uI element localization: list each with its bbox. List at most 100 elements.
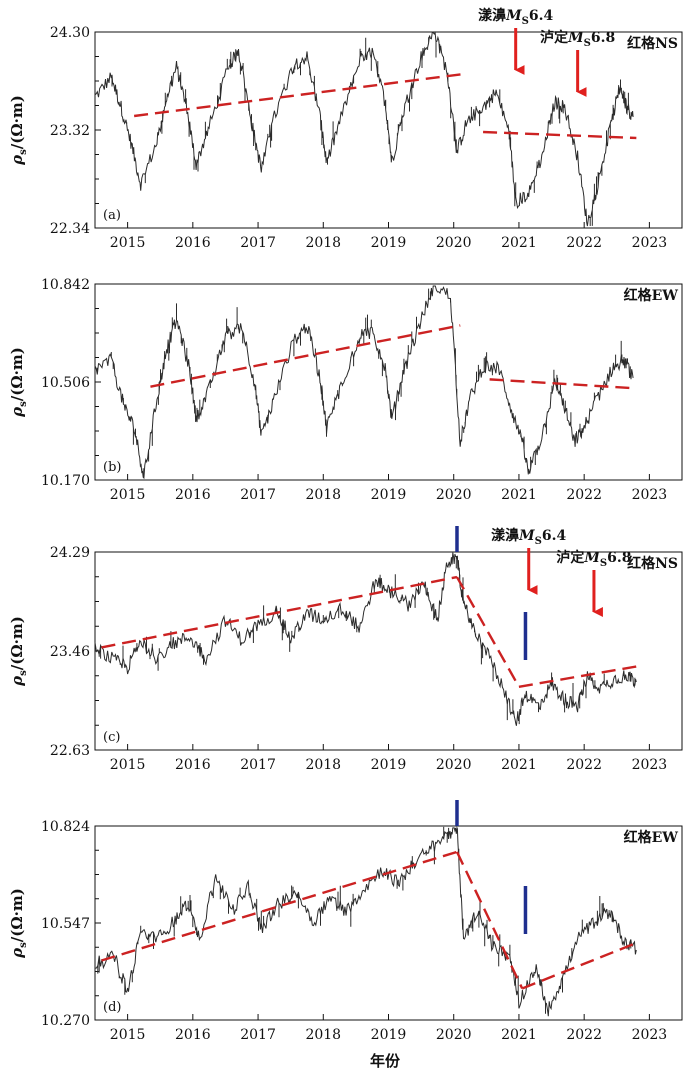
panel-3: 2015 2016 2017 2018 2019 2020 2021 2022 2023 22.6… — [8, 526, 683, 773]
y-axis-label-unit: /(Ω·m) — [8, 95, 26, 149]
x-tick-label: 2016 — [175, 487, 211, 503]
x-tick-label: 2022 — [566, 235, 602, 251]
y-axis-label-unit: /(Ω·m) — [8, 347, 26, 401]
y-axis-label-symbol: ρ — [8, 675, 26, 687]
magnitude-subscript: S — [600, 558, 607, 569]
x-tick-label: 2015 — [110, 487, 146, 503]
magnitude-subscript: S — [535, 536, 542, 547]
earthquake-name: 漾濞 — [491, 527, 519, 544]
x-tick-label: 2021 — [501, 1027, 537, 1043]
x-tick-label: 2016 — [175, 1027, 211, 1043]
data-series-line — [94, 826, 637, 1017]
x-tick-label: 2016 — [175, 235, 211, 251]
x-tick-label: 2023 — [632, 757, 668, 773]
panel-1: 2015 2016 2017 2018 2019 2020 2021 2022 2023 22.3… — [8, 7, 683, 251]
x-tick-label: 2022 — [566, 1027, 602, 1043]
x-tick-label: 2021 — [501, 757, 537, 773]
x-tick-label: 2023 — [632, 487, 668, 503]
earthquake-name: 泸定 — [540, 29, 568, 46]
x-tick-label: 2023 — [632, 235, 668, 251]
y-tick-label: 10.270 — [41, 1013, 90, 1029]
y-tick-label: 24.30 — [50, 25, 90, 41]
x-tick-label: 2015 — [110, 1027, 146, 1043]
magnitude-subscript: S — [584, 38, 591, 49]
plot-frame — [94, 825, 683, 1021]
x-tick-label: 2019 — [371, 757, 407, 773]
x-tick-label: 2016 — [175, 757, 211, 773]
y-tick-label: 24.29 — [50, 545, 90, 561]
x-tick-label: 2017 — [240, 757, 276, 773]
earthquake-label: 漾濞MS6.4 — [491, 527, 566, 547]
trend-line — [455, 851, 524, 990]
x-tick-label: 2022 — [566, 757, 602, 773]
y-tick-label: 10.842 — [41, 277, 90, 293]
y-axis-label: ρs/(Ω·m) — [8, 95, 29, 166]
data-series-line — [94, 31, 634, 227]
x-tick-label: 2017 — [240, 487, 276, 503]
station-name: 红格NS — [627, 555, 678, 572]
magnitude-symbol: M — [518, 528, 535, 544]
x-tick-label: 2019 — [371, 1027, 407, 1043]
magnitude-value: 6.8 — [607, 550, 631, 566]
station-name: 红格EW — [624, 829, 679, 846]
y-tick-label: 10.170 — [41, 473, 90, 489]
x-tick-label: 2019 — [371, 235, 407, 251]
magnitude-subscript: S — [522, 16, 529, 27]
x-tick-label: 2015 — [110, 757, 146, 773]
panel-label: (d) — [103, 1000, 121, 1015]
earthquake-name: 漾濞 — [478, 7, 506, 24]
x-tick-label: 2020 — [436, 235, 472, 251]
x-tick-label: 2021 — [501, 235, 537, 251]
panel-label: (a) — [103, 208, 121, 223]
x-tick-label: 2021 — [501, 487, 537, 503]
magnitude-symbol: M — [567, 30, 584, 46]
x-tick-label: 2018 — [305, 1027, 341, 1043]
y-axis-label-subscript: s — [18, 401, 29, 407]
x-tick-label: 2017 — [240, 1027, 276, 1043]
x-tick-label: 2015 — [110, 235, 146, 251]
data-series-line — [94, 552, 637, 726]
x-axis-title: 年份 — [370, 1052, 401, 1070]
trend-line — [455, 576, 520, 688]
magnitude-symbol: M — [505, 8, 522, 24]
trend-line — [518, 665, 637, 688]
trend-line — [133, 72, 464, 118]
x-tick-label: 2022 — [566, 487, 602, 503]
plot-frame — [94, 283, 683, 481]
y-axis-label-unit: /(Ω·m) — [8, 888, 26, 942]
x-tick-label: 2018 — [305, 487, 341, 503]
earthquake-label: 漾濞MS6.4 — [478, 7, 553, 27]
x-tick-label: 2018 — [305, 757, 341, 773]
y-tick-label: 10.824 — [41, 819, 90, 835]
x-tick-label: 2020 — [436, 487, 472, 503]
y-axis-label-symbol: ρ — [8, 154, 26, 166]
y-axis-label: ρs/(Ω·m) — [8, 347, 29, 418]
y-axis-label: ρs/(Ω·m) — [8, 888, 29, 959]
y-axis-label-subscript: s — [18, 942, 29, 948]
y-axis-label-unit: /(Ω·m) — [8, 616, 26, 670]
trend-line — [101, 575, 458, 649]
y-axis-label-subscript: s — [18, 149, 29, 155]
x-tick-label: 2019 — [371, 487, 407, 503]
trend-line — [150, 324, 461, 388]
panel-label: (b) — [103, 460, 121, 475]
magnitude-symbol: M — [583, 550, 600, 566]
trend-line — [483, 130, 637, 140]
panel-2: 2015 2016 2017 2018 2019 2020 2021 2022 2023 10.1… — [8, 277, 683, 503]
magnitude-value: 6.4 — [529, 8, 554, 24]
x-tick-label: 2018 — [305, 235, 341, 251]
y-tick-label: 23.46 — [50, 644, 90, 660]
y-axis-label-subscript: s — [18, 670, 29, 676]
station-name: 红格EW — [624, 287, 679, 304]
y-axis-label-symbol: ρ — [8, 406, 26, 418]
magnitude-value: 6.4 — [542, 528, 567, 544]
trend-line — [489, 378, 634, 390]
earthquake-name: 泸定 — [556, 549, 584, 566]
y-tick-label: 22.34 — [50, 221, 90, 237]
panels: 2015 2016 2017 2018 2019 2020 2021 2022 2023 22.3… — [8, 7, 683, 1043]
panel-4: 2015 2016 2017 2018 2019 2020 2021 2022 2023 10.2… — [8, 800, 683, 1043]
station-name: 红格NS — [627, 35, 678, 52]
y-tick-label: 10.506 — [41, 375, 90, 391]
x-tick-label: 2017 — [240, 235, 276, 251]
